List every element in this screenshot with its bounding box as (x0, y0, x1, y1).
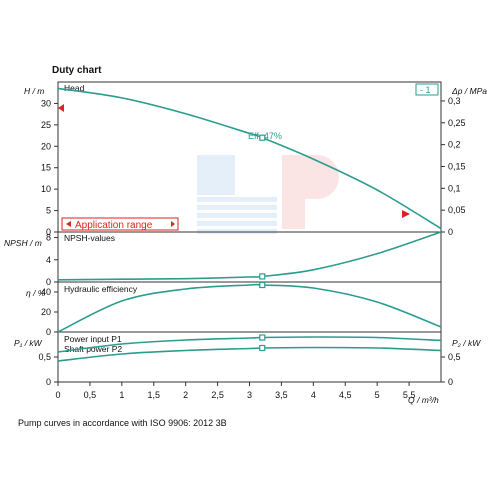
right-tick-label: 0 (448, 377, 453, 387)
panel-label-npsh: NPSH-values (64, 233, 115, 243)
curve-hydraulic-efficiency (57, 283, 442, 333)
operating-point-hydraulic-efficiency (259, 281, 266, 289)
y-tick-label: 40 (41, 287, 51, 297)
operating-point-head (259, 134, 266, 141)
y-tick-label: 20 (41, 307, 51, 317)
curve-badge: - 1 (420, 85, 431, 95)
axis-ticks: 0 0,5 1 1,5 2 2,5 3 3,5 4 4,5 5 5,5 0 5 10 15 20 25 30 0 0,0… (38, 96, 465, 400)
y-tick-label: 15 (41, 163, 51, 173)
y-tick-label: 0 (46, 377, 51, 387)
y-tick-label: 0 (46, 277, 51, 287)
x-tick-label: 5 (375, 390, 380, 400)
right-tick-label: 0,5 (448, 352, 461, 362)
range-marker-right-icon (402, 210, 410, 218)
x-tick-label: 2 (183, 390, 188, 400)
right-tick-label: 0,25 (448, 118, 466, 128)
right-tick-label: 0,3 (448, 96, 461, 106)
ylabel-power-p1: P₁ / kW (14, 338, 43, 348)
ylabel-npsh: NPSH / m (4, 238, 42, 248)
curve-npsh-values (57, 231, 442, 281)
right-tick-label: 0 (448, 227, 453, 237)
y-tick-label: 0 (46, 327, 51, 337)
panel-frame-npsh (57, 231, 442, 283)
y-tick-label: 0,5 (38, 352, 51, 362)
x-tick-label: 2,5 (211, 390, 224, 400)
curve-head (57, 87, 442, 230)
panel-label-power-p2: Shaft power P2 (64, 344, 122, 354)
right-axis-label-pressure: Δp / MPa (451, 86, 487, 96)
x-tick-label: 0,5 (84, 390, 97, 400)
x-tick-label: 5,5 (403, 390, 416, 400)
operating-point-shaft-power-p2 (259, 344, 266, 352)
right-tick-label: 0,15 (448, 161, 466, 171)
ylabel-head: H / m (24, 86, 44, 96)
y-tick-label: 5 (46, 206, 51, 216)
x-tick-label: 0 (55, 390, 60, 400)
y-tick-label: 4 (46, 255, 51, 265)
x-tick-label: 3 (247, 390, 252, 400)
x-tick-label: 1,5 (147, 390, 160, 400)
y-tick-label: 25 (41, 120, 51, 130)
curves (57, 87, 442, 362)
y-tick-label: 20 (41, 141, 51, 151)
x-tick-label: 4,5 (339, 390, 352, 400)
panel-label-head: Head (64, 83, 85, 93)
ylabel-efficiency: η / % (26, 288, 46, 298)
application-range-left-arrow-icon (66, 221, 71, 227)
y-tick-label: 30 (41, 98, 51, 108)
chart-title: Duty chart (52, 65, 102, 76)
y-tick-label: 10 (41, 184, 51, 194)
right-tick-label: 0,1 (448, 183, 461, 193)
watermark-logo (197, 155, 339, 234)
x-axis-label: Q / m³/h (408, 395, 439, 405)
application-range-right-arrow-icon (171, 221, 175, 227)
application-range-label: Application range (75, 220, 153, 231)
x-tick-label: 4 (311, 390, 316, 400)
application-range-box (61, 217, 179, 231)
range-marker-left-icon (58, 104, 64, 112)
right-tick-label: 0,2 (448, 140, 461, 150)
right-axis-label-power-p2: P₂ / kW (452, 338, 481, 348)
operating-point-npsh-values (259, 273, 266, 280)
operating-point-power-input-p1 (259, 334, 266, 341)
panel-label-efficiency: Hydraulic efficiency (64, 284, 138, 294)
curve-badge-frame (415, 83, 439, 96)
curve-shaft-power-p2 (57, 346, 442, 362)
chart-caption: Pump curves in accordance with ISO 9906:… (18, 418, 227, 428)
right-tick-label: 0,05 (448, 205, 466, 215)
y-tick-label: 8 (46, 233, 51, 243)
curve-power-input-p1 (57, 336, 442, 353)
panel-label-power-p1: Power input P1 (64, 334, 122, 344)
y-tick-label: 0 (46, 227, 51, 237)
x-tick-label: 3,5 (275, 390, 288, 400)
x-tick-label: 1 (119, 390, 124, 400)
